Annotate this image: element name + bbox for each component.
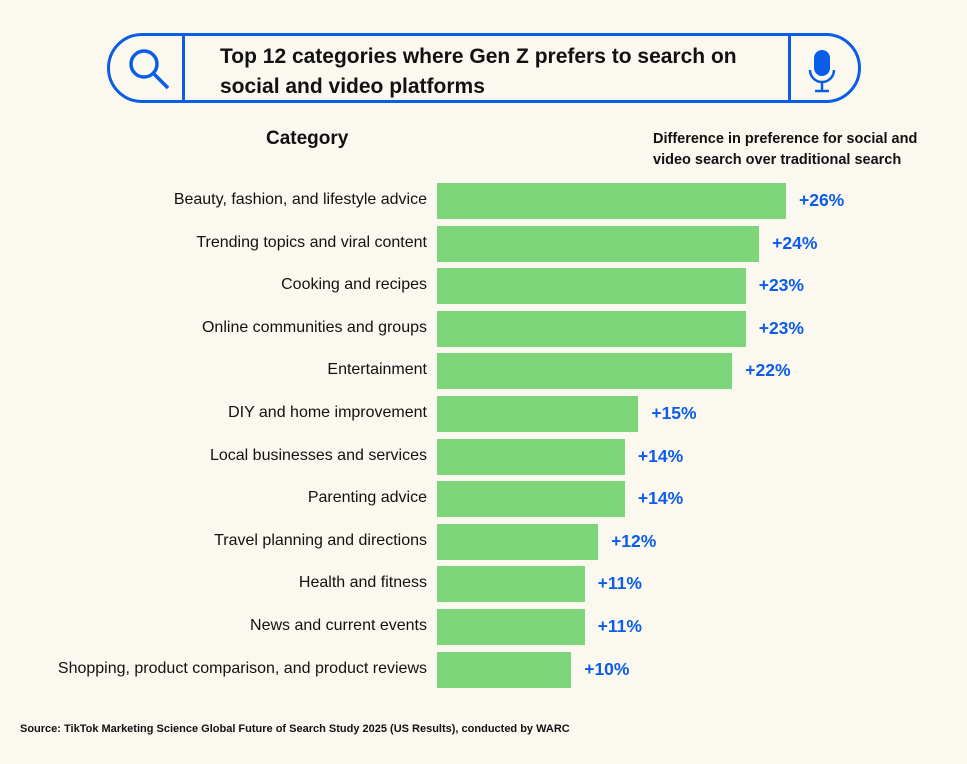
category-header: Category — [266, 128, 349, 149]
bar — [437, 609, 585, 645]
category-label: DIY and home improvement — [228, 404, 427, 421]
search-icon — [129, 49, 170, 90]
chart-title: Top 12 categories where Gen Z prefers to… — [220, 45, 737, 98]
category-label: Travel planning and directions — [214, 531, 427, 549]
microphone-icon — [808, 50, 836, 93]
value-label: +22% — [745, 360, 791, 381]
category-label: Trending topics and viral content — [196, 233, 427, 251]
value-label: +26% — [799, 190, 845, 210]
value-label: +11% — [597, 573, 642, 594]
value-label: +15% — [651, 403, 697, 423]
bar — [437, 481, 625, 518]
value-label: +14% — [637, 445, 684, 466]
category-label: Local businesses and services — [209, 446, 427, 464]
bar — [437, 310, 746, 347]
bar — [437, 225, 760, 262]
value-label: +24% — [772, 232, 818, 253]
value-label: +10% — [584, 658, 630, 679]
bar — [437, 268, 746, 305]
value-label: +12% — [611, 530, 657, 551]
value-label: +11% — [597, 616, 642, 636]
category-label: Shopping, product comparison, and produc… — [57, 659, 427, 677]
category-label: Parenting advice — [307, 489, 427, 507]
bar — [437, 438, 625, 475]
category-label: Beauty, fashion, and lifestyle advice — [173, 191, 427, 208]
bar — [437, 396, 639, 432]
bar — [437, 183, 786, 219]
value-label: +14% — [637, 488, 684, 509]
bar — [437, 523, 599, 560]
value-label: +23% — [758, 317, 804, 338]
title-search-bar: Top 12 categories where Gen Z prefers to… — [107, 33, 861, 103]
value-label: +23% — [758, 275, 804, 296]
bar — [437, 353, 733, 390]
category-label: Health and fitness — [298, 574, 427, 592]
category-label: Online communities and groups — [201, 318, 427, 336]
bar — [437, 651, 572, 688]
source-note: Source: TikTok Marketing Science Global … — [20, 723, 570, 735]
category-label: Cooking and recipes — [281, 276, 427, 294]
value-header: Difference in preference for social and … — [653, 131, 918, 168]
bar — [437, 566, 585, 603]
category-label: News and current events — [250, 617, 427, 634]
category-label: Entertainment — [327, 361, 427, 379]
